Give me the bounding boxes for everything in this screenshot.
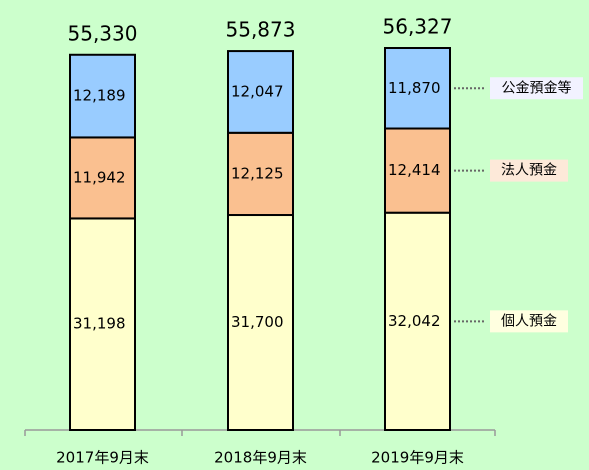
data-label: 11,942 bbox=[73, 168, 126, 186]
data-label: 31,700 bbox=[231, 313, 284, 331]
total-label: 55,873 bbox=[226, 18, 296, 42]
legend-box bbox=[490, 159, 568, 182]
total-label: 55,330 bbox=[68, 21, 138, 45]
total-label: 56,327 bbox=[383, 15, 453, 39]
x-tick-label: 2017年9月末 bbox=[56, 449, 149, 467]
legend-label: 個人預金 bbox=[501, 313, 557, 329]
bar-segment bbox=[69, 217, 136, 431]
bar-segment bbox=[384, 211, 451, 431]
data-label: 32,042 bbox=[388, 312, 441, 330]
bar-segment bbox=[384, 127, 451, 214]
bar-segment bbox=[69, 53, 136, 139]
bar-segment bbox=[69, 136, 136, 220]
data-label: 12,189 bbox=[73, 87, 126, 105]
legend-label: 公金預金等 bbox=[502, 79, 572, 96]
legend-box bbox=[490, 310, 568, 333]
data-label: 11,870 bbox=[388, 79, 441, 97]
x-tick-label: 2018年9月末 bbox=[214, 449, 307, 467]
data-label: 31,198 bbox=[73, 315, 126, 333]
bar-segment bbox=[227, 50, 294, 134]
data-label: 12,047 bbox=[231, 82, 284, 100]
data-label: 12,125 bbox=[231, 164, 284, 182]
data-label: 12,414 bbox=[388, 161, 441, 179]
x-tick-label: 2019年9月末 bbox=[371, 449, 464, 467]
legend-label: 法人預金 bbox=[501, 163, 557, 179]
legend-box bbox=[490, 77, 583, 100]
bar-segment bbox=[384, 47, 451, 130]
